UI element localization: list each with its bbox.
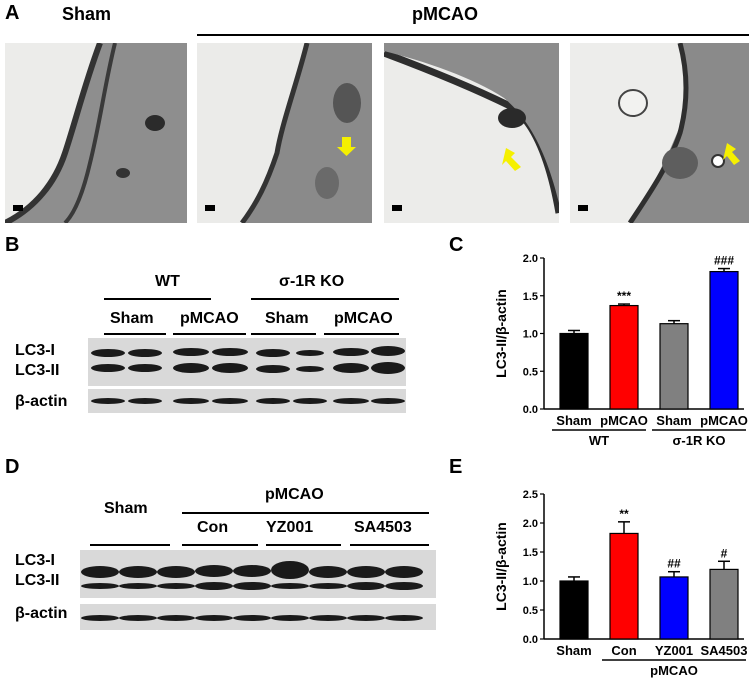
- y-axis-label: LC3-II/β-actin: [493, 522, 509, 611]
- panel-d-band-lc3ii: LC3-II: [15, 572, 60, 589]
- significance-label: ###: [714, 254, 734, 268]
- group-label: WT: [589, 433, 609, 448]
- x-tick-label: Sham: [656, 413, 691, 428]
- y-tick-label: 2.0: [523, 518, 538, 530]
- panel-d-band-actin: β-actin: [15, 605, 68, 622]
- y-tick-label: 0.0: [523, 404, 538, 416]
- panel-c-letter: C: [449, 234, 464, 256]
- y-tick-label: 2.0: [523, 253, 538, 265]
- significance-label: #: [721, 546, 728, 560]
- panel-b-lane-2: pMCAO: [180, 310, 239, 327]
- panel-b-actin-blot: [88, 389, 406, 413]
- bar: [659, 323, 689, 410]
- panel-b-band-actin: β-actin: [15, 393, 68, 410]
- panel-a-sham-header: Sham: [62, 4, 112, 24]
- y-tick-label: 1.0: [523, 329, 538, 341]
- bar: [559, 580, 589, 640]
- d-lane-rule-con: [182, 544, 258, 546]
- panel-b-lane-3: Sham: [265, 310, 309, 327]
- d-pmcao-rule: [182, 512, 429, 514]
- significance-label: ##: [667, 557, 681, 571]
- panel-b-band-lc3ii: LC3-II: [15, 362, 60, 379]
- b-lane-rule-4: [324, 333, 399, 335]
- chart-e: 0.0 0.5 1.0 1.5 2.0 2.5 LC3-II/β-actin Sham ** Co…: [493, 489, 748, 678]
- panel-d-band-lc3i: LC3-I: [15, 552, 55, 569]
- panel-b-lc3-blot: [88, 338, 406, 386]
- panel-b-group-wt: WT: [155, 273, 180, 290]
- panel-b-lane-1: Sham: [110, 310, 154, 327]
- chart-c: 0.0 0.5 1.0 1.5 2.0 LC3-II/β-actin Sham *** pMCA…: [493, 253, 748, 448]
- significance-label: **: [619, 507, 629, 521]
- em-image-pmcao-2: [384, 43, 559, 223]
- wt-rule: [104, 298, 211, 300]
- x-tick-label: Sham: [556, 413, 591, 428]
- x-tick-label: pMCAO: [600, 413, 648, 428]
- panel-d-lane-3: SA4503: [354, 519, 412, 536]
- bar: [559, 332, 589, 410]
- arrow-icon: [337, 137, 356, 156]
- bar: [609, 304, 639, 410]
- b-lane-rule-3: [251, 333, 316, 335]
- panel-d-letter: D: [5, 456, 20, 478]
- scale-bar-icon: [13, 205, 23, 211]
- x-tick-label: Con: [611, 643, 636, 658]
- panel-a-letter: A: [5, 2, 20, 24]
- em-image-sham: [5, 43, 187, 223]
- y-tick-label: 0.0: [523, 634, 538, 646]
- ko-rule: [251, 298, 399, 300]
- x-tick-label: YZ001: [655, 643, 693, 658]
- panel-d-group-sham: Sham: [104, 500, 148, 517]
- em-image-pmcao-3: [570, 43, 749, 223]
- group-label: pMCAO: [650, 663, 698, 678]
- pmcao-header-rule: [197, 34, 749, 36]
- y-tick-label: 0.5: [523, 366, 538, 378]
- d-lane-rule-sa4503: [350, 544, 429, 546]
- panel-b-band-lc3i: LC3-I: [15, 342, 55, 359]
- panel-e-letter: E: [449, 456, 463, 478]
- x-tick-label: Sham: [556, 643, 591, 658]
- y-tick-label: 2.5: [523, 489, 538, 501]
- bar: [709, 270, 739, 410]
- bar: [709, 568, 739, 640]
- x-tick-label: SA4503: [701, 643, 748, 658]
- panel-a-pmcao-header: pMCAO: [412, 4, 478, 24]
- panel-d-lane-2: YZ001: [266, 519, 314, 536]
- x-tick-label: pMCAO: [700, 413, 748, 428]
- bar: [659, 576, 689, 640]
- panel-b-group-ko: σ-1R KO: [279, 273, 345, 290]
- b-lane-rule-2: [173, 333, 246, 335]
- panel-b-letter: B: [5, 234, 20, 256]
- d-lane-rule-sham: [90, 544, 170, 546]
- d-lane-rule-yz001: [266, 544, 341, 546]
- panel-d-actin-blot: [80, 604, 436, 630]
- y-tick-label: 1.5: [523, 291, 538, 303]
- y-axis-label: LC3-II/β-actin: [493, 289, 509, 378]
- bar: [609, 532, 639, 640]
- panel-d-lc3-blot: [80, 550, 436, 598]
- significance-label: ***: [617, 289, 631, 303]
- group-label: σ-1R KO: [673, 433, 726, 448]
- em-image-pmcao-1: [197, 43, 372, 223]
- panel-d-lane-1: Con: [197, 519, 229, 536]
- y-tick-label: 1.0: [523, 576, 538, 588]
- y-tick-label: 0.5: [523, 605, 538, 617]
- y-tick-label: 1.5: [523, 547, 538, 559]
- panel-b-lane-4: pMCAO: [334, 310, 393, 327]
- panel-d-group-pmcao: pMCAO: [265, 486, 324, 503]
- b-lane-rule-1: [104, 333, 166, 335]
